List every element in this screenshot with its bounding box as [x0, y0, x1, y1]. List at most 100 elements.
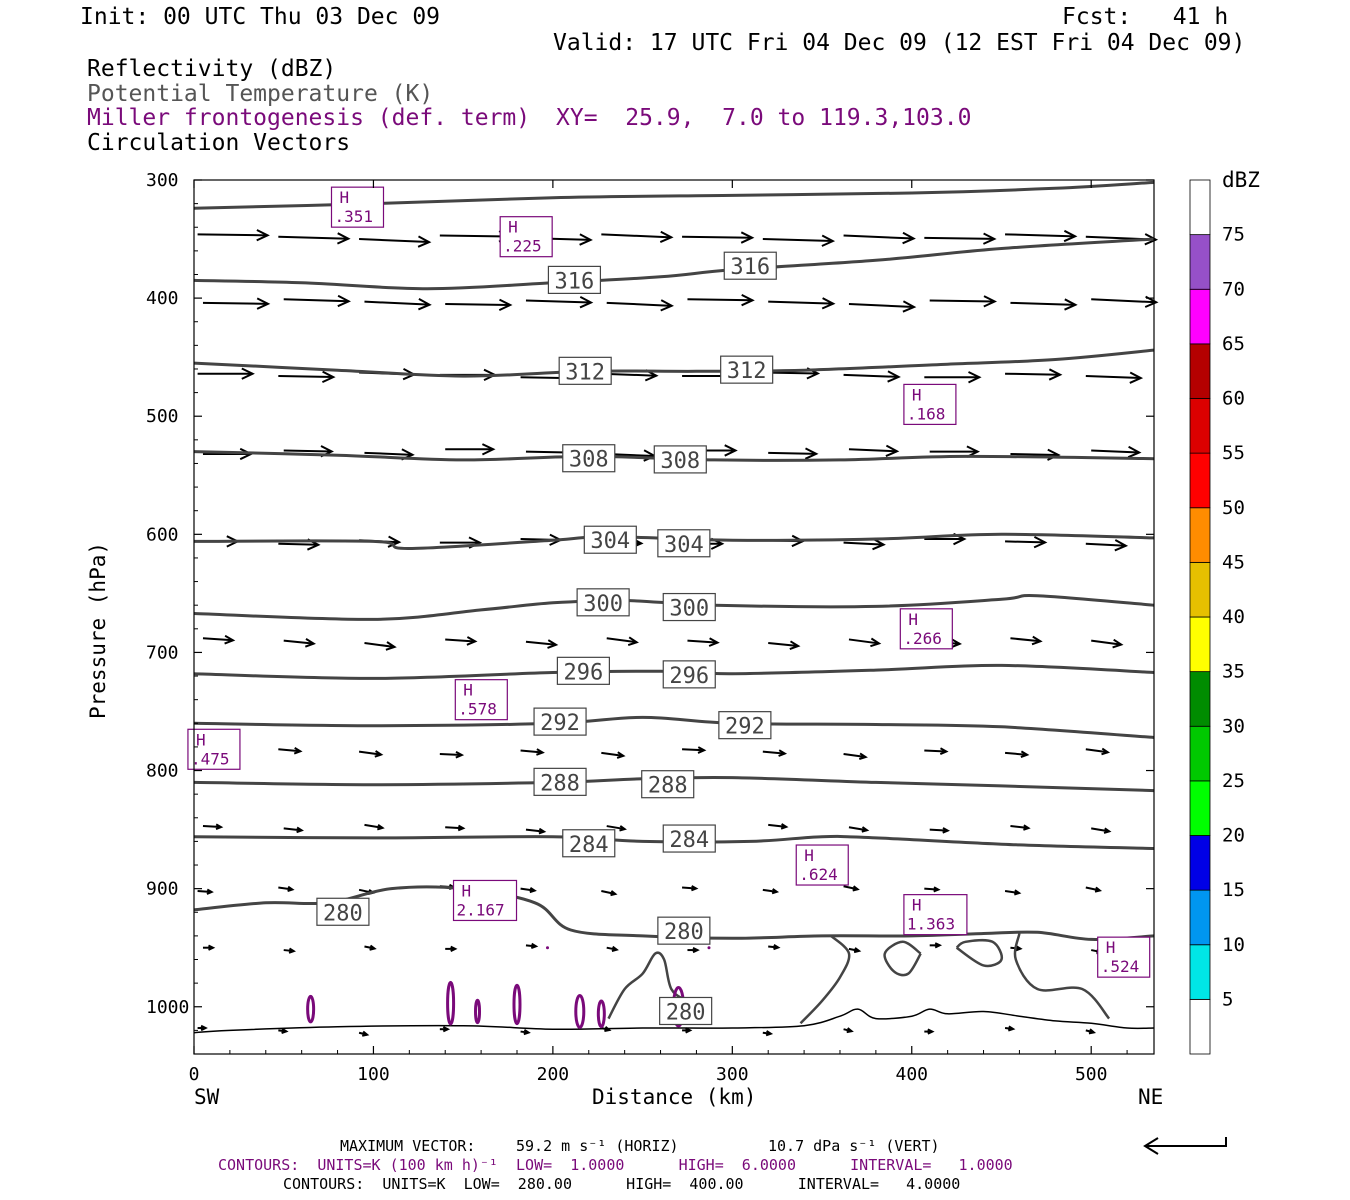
vector-head: [529, 887, 537, 894]
vector-head: [530, 942, 539, 950]
high-marker-value: 2.167: [457, 900, 505, 919]
vector-shaft: [1091, 639, 1122, 646]
contour-label-box: [657, 529, 711, 558]
vector-head: [885, 444, 900, 458]
vector-shaft: [278, 748, 301, 753]
vector-shaft: [687, 639, 718, 644]
vector-head: [1031, 635, 1043, 646]
vector-shaft: [929, 299, 995, 303]
y-tick-label: 900: [146, 879, 179, 900]
vector-head: [659, 230, 674, 244]
contour-label-box: [558, 356, 612, 385]
theta-contour-280-closed: [883, 940, 922, 977]
contour-label: 312: [727, 359, 767, 384]
high-marker-value: .475: [191, 749, 230, 768]
vector-head: [1015, 945, 1023, 952]
vector-shaft: [283, 449, 332, 453]
frontogenesis-dot: [545, 946, 549, 950]
vector-shaft: [1091, 449, 1140, 454]
x-tick-label: 300: [716, 1064, 749, 1085]
vector-shaft: [283, 639, 314, 645]
vector-head: [685, 1027, 693, 1034]
valid-time: Valid: 17 UTC Fri 04 Dec 09 (12 EST Fri …: [553, 30, 1246, 56]
vector-head: [1129, 371, 1144, 384]
colorbar-segment: [1189, 998, 1211, 1055]
vector-head: [538, 827, 547, 835]
contour-label-box: [723, 251, 777, 280]
vector-head: [610, 890, 618, 897]
vector-shaft: [843, 373, 899, 378]
vector-head: [547, 639, 559, 649]
vector-shaft: [1005, 540, 1046, 544]
theta-contour-312: [193, 348, 1155, 378]
reference-vector-arrow: [1143, 1137, 1227, 1155]
vector-head: [724, 444, 738, 457]
colorbar-tick-label: 70: [1222, 278, 1245, 300]
vector-head: [457, 824, 466, 832]
high-marker-value: .168: [907, 404, 946, 423]
vector-shaft: [682, 748, 705, 752]
vector-head: [200, 1024, 208, 1032]
vector-head: [983, 295, 998, 308]
high-marker-box: [499, 216, 553, 258]
colorbar-segment: [1189, 179, 1211, 236]
vector-head: [627, 636, 639, 647]
y-tick-label: 400: [146, 288, 179, 309]
colorbar-segment: [1189, 889, 1211, 946]
high-marker-letter: H: [462, 881, 472, 900]
contour-label-box: [662, 824, 716, 853]
vector-head: [778, 749, 788, 757]
vector-head: [481, 443, 496, 456]
contour-label: 316: [730, 255, 770, 280]
vector-head: [224, 634, 236, 645]
colorbar-tick-label: 5: [1222, 988, 1233, 1010]
colorbar-tick-label: 25: [1222, 770, 1245, 792]
colorbar-segment: [1189, 507, 1211, 563]
vector-shaft: [439, 234, 510, 238]
contour-label: 288: [648, 774, 688, 799]
theta-contour-280-closed: [799, 934, 851, 1025]
vector-head: [1064, 298, 1078, 311]
vector-head: [336, 232, 351, 245]
colorbar-segment: [1189, 780, 1211, 836]
contour-label: 304: [590, 529, 630, 554]
vector-head: [1114, 539, 1129, 552]
y-tick-label: 700: [146, 642, 179, 663]
vector-shaft: [283, 298, 349, 303]
contour-label-box: [533, 707, 587, 736]
plot-frame: [193, 179, 1155, 1055]
colorbar-unit: dBZ: [1222, 168, 1260, 192]
frontogenesis-contour: [596, 999, 606, 1029]
vector-head: [852, 885, 860, 892]
vector-shaft: [202, 825, 222, 829]
vector-head: [304, 638, 316, 648]
vector-head: [611, 945, 619, 952]
vector-head: [861, 826, 870, 833]
x-tick-label: 200: [537, 1064, 570, 1085]
contour-label: 296: [669, 664, 709, 689]
contour-label: 304: [664, 533, 704, 558]
high-marker-letter: H: [908, 610, 918, 629]
colorbar-tick-label: 55: [1222, 442, 1245, 464]
vector-shaft: [843, 753, 866, 758]
vector-head: [1094, 886, 1103, 893]
vector-head: [296, 826, 304, 834]
vector-shaft: [364, 641, 395, 648]
contour-label: 308: [569, 448, 609, 473]
colorbar-tick-label: 35: [1222, 661, 1245, 683]
high-marker-value: .225: [503, 237, 542, 256]
vector-head: [337, 294, 351, 308]
vector-shaft: [843, 234, 914, 240]
vector-head: [377, 823, 385, 831]
vector-shaft: [525, 640, 557, 646]
contour-label: 300: [583, 592, 623, 617]
colorbar-segment: [1189, 561, 1211, 618]
vector-head: [821, 234, 836, 247]
high-marker-box: [187, 728, 241, 770]
vector-shaft: [202, 301, 268, 305]
vector-head: [933, 886, 941, 893]
theta-contour-280-closed: [955, 938, 1004, 968]
vector-head: [450, 945, 458, 952]
vector-head: [579, 296, 594, 309]
colorbar-tick-label: 45: [1222, 551, 1245, 573]
